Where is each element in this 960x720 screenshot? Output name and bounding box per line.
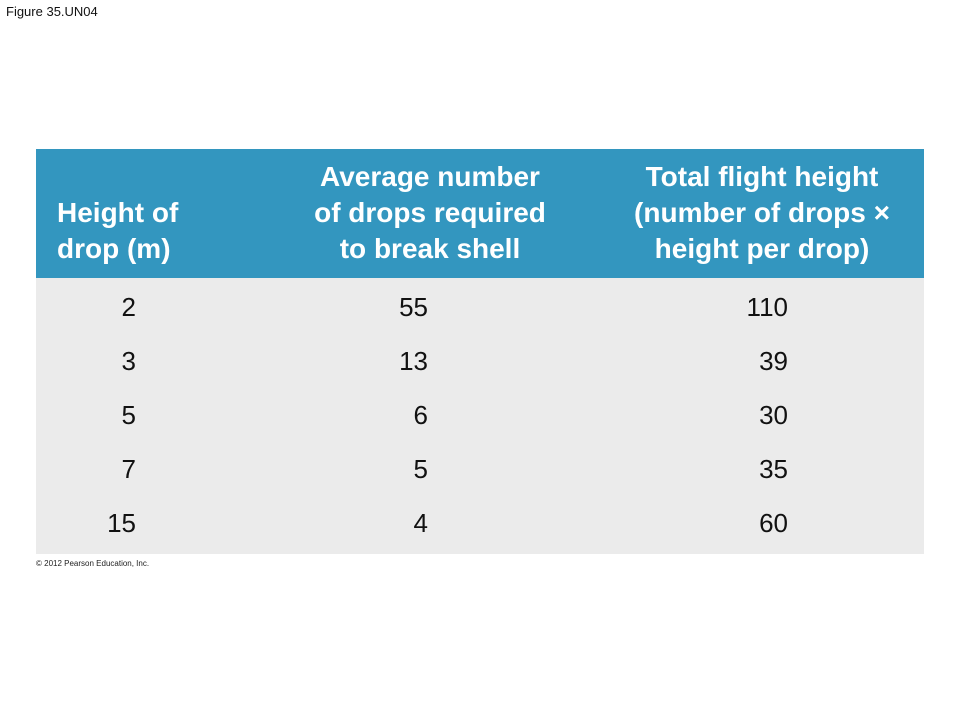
table-header: Height of drop (m) Average number of dro… bbox=[36, 149, 924, 278]
cell-total: 35 bbox=[759, 454, 788, 484]
header-line: drop (m) bbox=[57, 233, 171, 264]
table-row: 5 6 30 bbox=[36, 388, 924, 442]
cell-total: 30 bbox=[759, 400, 788, 430]
table-body: 2 55 110 3 13 39 5 6 30 7 5 35 15 4 60 bbox=[36, 278, 924, 554]
table-row: 15 4 60 bbox=[36, 496, 924, 550]
table-row: 7 5 35 bbox=[36, 442, 924, 496]
cell-height: 7 bbox=[121, 454, 136, 484]
cell-drops: 13 bbox=[399, 346, 428, 376]
cell-drops: 6 bbox=[413, 400, 428, 430]
data-table: Height of drop (m) Average number of dro… bbox=[36, 149, 924, 554]
header-line: Total flight height bbox=[645, 161, 879, 192]
table-row: 3 13 39 bbox=[36, 334, 924, 388]
cell-total: 60 bbox=[759, 508, 788, 538]
cell-drops: 5 bbox=[413, 454, 428, 484]
cell-height: 5 bbox=[121, 400, 136, 430]
header-height-of-drop: Height of drop (m) bbox=[57, 195, 277, 267]
cell-height: 3 bbox=[121, 346, 136, 376]
header-total-flight-height: Total flight height (number of drops × h… bbox=[607, 159, 917, 267]
cell-drops: 4 bbox=[413, 508, 428, 538]
header-line: (number of drops × bbox=[634, 197, 890, 228]
header-line: of drops required bbox=[314, 197, 546, 228]
figure-title: Figure 35.UN04 bbox=[6, 4, 98, 19]
header-line: Height of bbox=[57, 197, 179, 228]
header-average-drops: Average number of drops required to brea… bbox=[270, 159, 590, 267]
header-line: to break shell bbox=[339, 233, 521, 264]
cell-height: 2 bbox=[121, 292, 136, 322]
cell-height: 15 bbox=[107, 508, 136, 538]
cell-total: 39 bbox=[759, 346, 788, 376]
table-row: 2 55 110 bbox=[36, 280, 924, 334]
cell-total: 110 bbox=[746, 292, 788, 322]
header-line: height per drop) bbox=[654, 233, 870, 264]
header-line: Average number bbox=[320, 161, 540, 192]
copyright-notice: © 2012 Pearson Education, Inc. bbox=[36, 559, 150, 568]
cell-drops: 55 bbox=[399, 292, 428, 322]
